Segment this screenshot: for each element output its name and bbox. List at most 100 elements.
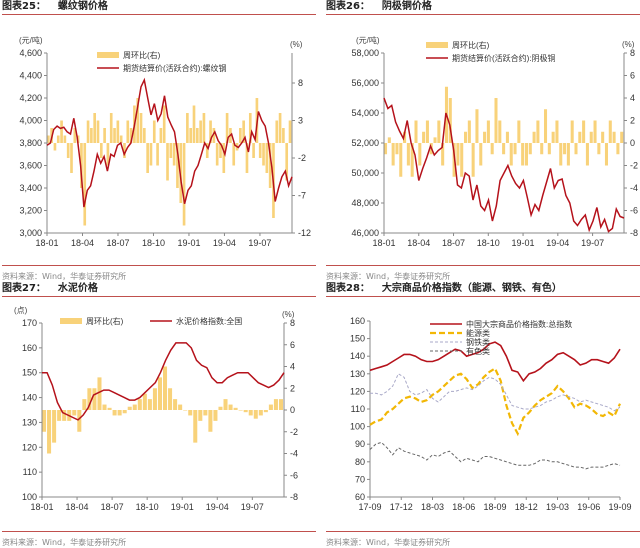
bar bbox=[410, 143, 414, 177]
source-note: 资料来源：Wind，华泰证券研究所 bbox=[2, 538, 127, 547]
bar bbox=[494, 98, 498, 143]
y-tick-label: 150 bbox=[350, 334, 365, 344]
bar bbox=[139, 113, 143, 143]
bar bbox=[112, 410, 117, 416]
bar bbox=[597, 143, 601, 155]
bar bbox=[156, 143, 159, 166]
bar bbox=[218, 406, 223, 410]
bar bbox=[547, 143, 551, 155]
legend-label: 周环比(右) bbox=[123, 50, 161, 60]
y2-tick-label: 4 bbox=[630, 93, 635, 103]
y-tick-label: 120 bbox=[22, 442, 37, 452]
bar bbox=[117, 410, 122, 416]
bar bbox=[460, 143, 464, 177]
chart-title: 图表28： 大宗商品价格指数（能源、钢铁、有色） bbox=[326, 283, 562, 294]
bar bbox=[52, 410, 57, 443]
bar bbox=[222, 143, 226, 173]
bar bbox=[252, 143, 255, 158]
bar bbox=[208, 410, 213, 432]
bar bbox=[152, 388, 157, 410]
y-tick-label: 130 bbox=[22, 417, 37, 427]
bar bbox=[152, 120, 156, 143]
bar bbox=[570, 120, 574, 143]
x-tick-label: 17-12 bbox=[390, 502, 413, 512]
y2-tick-label: -2 bbox=[630, 161, 638, 171]
bar bbox=[483, 131, 487, 143]
bar bbox=[278, 399, 283, 410]
bar bbox=[582, 120, 586, 143]
bar bbox=[106, 143, 110, 166]
bar bbox=[391, 143, 395, 166]
bar bbox=[168, 388, 173, 410]
legend-swatch-bar bbox=[426, 42, 448, 48]
bar bbox=[173, 399, 178, 410]
legend-label: 钢铁类 bbox=[466, 337, 490, 347]
bar bbox=[126, 120, 130, 143]
bar bbox=[559, 143, 563, 166]
bar bbox=[433, 137, 437, 143]
y-tick-label: 60 bbox=[355, 492, 365, 502]
bar bbox=[242, 120, 245, 143]
x-tick-label: 18-07 bbox=[106, 238, 129, 248]
y-tick-label: 54,000 bbox=[351, 108, 379, 118]
bar bbox=[422, 131, 426, 143]
bar bbox=[245, 143, 249, 173]
bar bbox=[215, 143, 219, 166]
chart-title: 图表25： 螺纹钢价格 bbox=[2, 1, 108, 12]
chart-title: 图表26： 阴极铜价格 bbox=[326, 1, 432, 12]
legend-label: 水泥价格指数:全国 bbox=[176, 316, 242, 326]
bar bbox=[193, 410, 198, 443]
y-tick-label: 4,600 bbox=[19, 48, 42, 58]
y2-tick-label: -4 bbox=[290, 449, 298, 459]
bar bbox=[551, 131, 555, 143]
legend-label: 周环比(右) bbox=[452, 40, 490, 50]
y-tick-label: 100 bbox=[350, 422, 365, 432]
bar bbox=[132, 404, 137, 410]
y-tick-label: 58,000 bbox=[351, 48, 379, 58]
legend-label: 中国大宗商品价格指数:总指数 bbox=[466, 319, 572, 329]
title-rule bbox=[2, 296, 316, 297]
bar bbox=[243, 410, 248, 413]
y-tick-label: 140 bbox=[22, 393, 37, 403]
x-tick-label: 18-01 bbox=[35, 238, 58, 248]
x-tick-label: 18-04 bbox=[407, 238, 430, 248]
series-line bbox=[369, 341, 621, 383]
x-tick-label: 17-09 bbox=[358, 502, 381, 512]
y-tick-label: 56,000 bbox=[351, 78, 379, 88]
source-note: 资料来源：Wind，华泰证券研究所 bbox=[326, 538, 451, 547]
chart-rebar: (元/吨) (%) 3,000 3,200 3,400 3,600 3,800 4,000 4,… bbox=[19, 35, 311, 248]
bar bbox=[209, 120, 212, 143]
bar bbox=[60, 120, 63, 143]
bar bbox=[441, 143, 445, 166]
bar bbox=[232, 143, 236, 166]
bar bbox=[399, 143, 403, 177]
x-tick-label: 18-10 bbox=[136, 502, 159, 512]
bar bbox=[578, 131, 582, 143]
x-tick-label: 19-01 bbox=[512, 238, 535, 248]
bar bbox=[66, 143, 70, 158]
bar bbox=[143, 128, 146, 143]
y-tick-label: 3,000 bbox=[19, 228, 42, 238]
bar bbox=[282, 128, 285, 143]
x-tick-label: 18-03 bbox=[421, 502, 444, 512]
x-tick-label: 19-07 bbox=[248, 238, 271, 248]
y-tick-label: 50,000 bbox=[351, 168, 379, 178]
bar bbox=[620, 131, 624, 143]
bar bbox=[475, 109, 479, 143]
y-tick-label: 160 bbox=[350, 316, 365, 326]
bar bbox=[233, 407, 238, 410]
bar bbox=[202, 113, 206, 143]
bar bbox=[149, 143, 153, 166]
bar bbox=[188, 410, 193, 416]
x-tick-label: 18-01 bbox=[30, 502, 53, 512]
bar bbox=[122, 410, 127, 414]
y2-tick-label: 6 bbox=[290, 340, 295, 350]
bar bbox=[536, 120, 540, 143]
bar bbox=[205, 143, 209, 158]
bar bbox=[137, 399, 142, 410]
x-tick-label: 19-04 bbox=[213, 238, 236, 248]
x-tick-label: 18-12 bbox=[515, 502, 538, 512]
y-tick-label: 4,200 bbox=[19, 93, 42, 103]
legend-swatch-bar bbox=[97, 52, 119, 58]
legend-label: 期货结算价(活跃合约):阴极铜 bbox=[452, 53, 556, 63]
